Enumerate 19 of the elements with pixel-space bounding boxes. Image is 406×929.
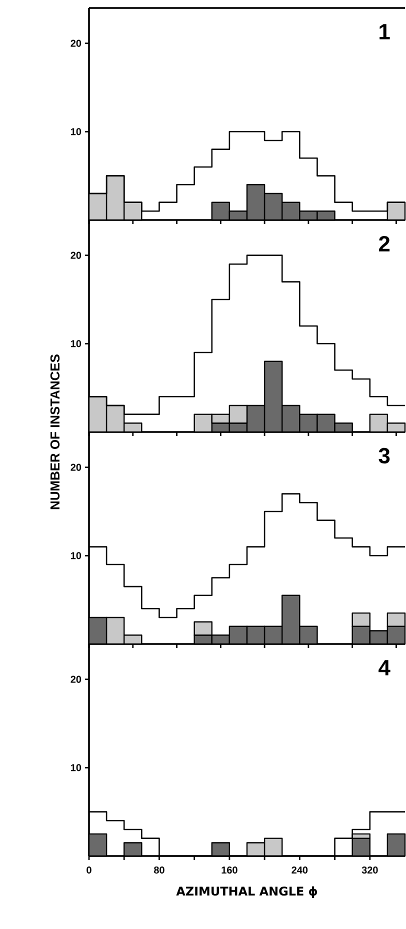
x-tick-label: 0 [86, 866, 92, 874]
y-tick-label: 20 [70, 464, 82, 471]
x-tick-label: 320 [362, 866, 378, 874]
text: 2 [378, 236, 390, 252]
x-tick-label: 80 [154, 866, 164, 874]
text: 4 [378, 660, 390, 676]
x-tick-label: 240 [292, 866, 308, 874]
x-axis-title: AZIMUTHAL ANGLE ϕ [176, 886, 318, 898]
y-tick-label: 10 [71, 552, 82, 560]
y-tick-label: 20 [70, 40, 82, 47]
y-tick-label: 20 [70, 252, 82, 259]
y-tick-label: 20 [70, 676, 82, 683]
x-tick-label: 160 [222, 866, 238, 874]
y-tick-label: 10 [71, 340, 82, 348]
text: 1 [380, 24, 390, 40]
text: 3 [378, 448, 390, 464]
y-tick-label: 10 [71, 128, 82, 136]
y-tick-label: 10 [71, 764, 82, 772]
y-axis-title: NUMBER OF INSTANCES [50, 354, 60, 510]
